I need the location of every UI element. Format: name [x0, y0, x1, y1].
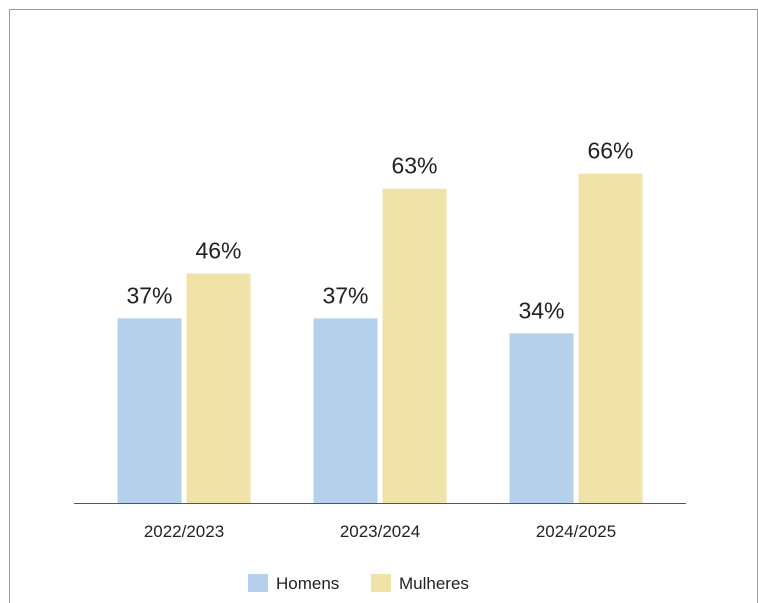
data-label-mulheres-0: 46%	[195, 237, 241, 263]
bar-homens-2	[509, 333, 574, 503]
bar-mulheres-0	[186, 273, 251, 503]
data-label-homens-0: 37%	[126, 282, 172, 308]
legend-label-homens: Homens	[276, 574, 339, 593]
data-label-mulheres-2: 66%	[587, 138, 633, 164]
bars-layer	[117, 173, 643, 503]
bar-mulheres-1	[382, 188, 447, 503]
bar-mulheres-2	[578, 173, 643, 503]
legend: Homens Mulheres	[248, 574, 469, 593]
data-label-mulheres-1: 63%	[391, 153, 437, 179]
data-label-homens-1: 37%	[322, 282, 368, 308]
bar-homens-0	[117, 318, 182, 503]
legend-label-mulheres: Mulheres	[399, 574, 469, 593]
x-tick-label-1: 2023/2024	[340, 522, 420, 541]
x-tick-label-2: 2024/2025	[536, 522, 616, 541]
x-axis-ticks: 2022/2023 2023/2024 2024/2025	[144, 522, 616, 541]
legend-swatch-homens	[248, 574, 268, 592]
data-labels: 37% 46% 37% 63% 34% 66%	[126, 138, 633, 324]
x-tick-label-0: 2022/2023	[144, 522, 224, 541]
legend-swatch-mulheres	[371, 574, 391, 592]
bar-homens-1	[313, 318, 378, 503]
data-label-homens-2: 34%	[518, 297, 564, 323]
